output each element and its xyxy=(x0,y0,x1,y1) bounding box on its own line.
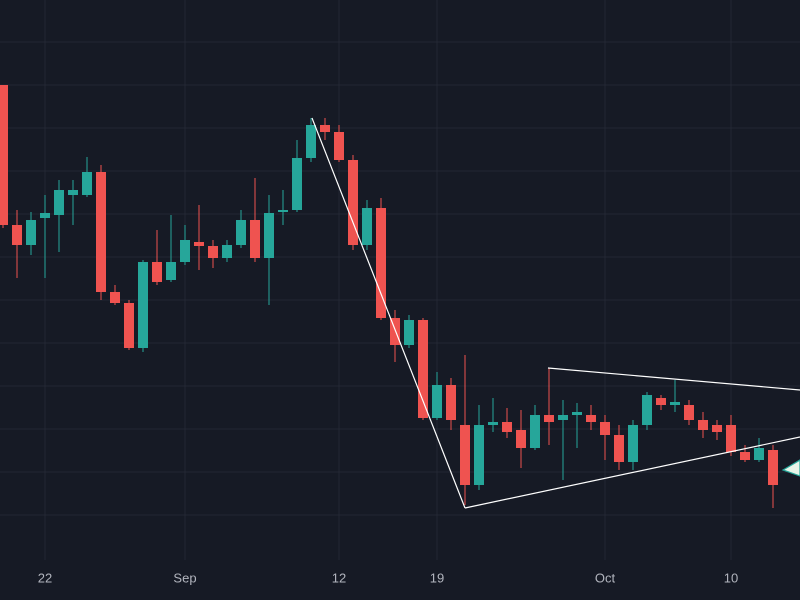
candle-body xyxy=(40,213,50,218)
candle-body xyxy=(68,190,78,195)
x-tick-label: Oct xyxy=(595,570,616,585)
trend-line[interactable] xyxy=(547,367,800,391)
candle-body xyxy=(208,246,218,258)
arrow-marker[interactable] xyxy=(781,459,800,477)
candles xyxy=(0,85,778,508)
candle-body xyxy=(446,385,456,420)
candle-body xyxy=(544,415,554,422)
candle-body xyxy=(670,402,680,405)
candle-body xyxy=(96,172,106,292)
candle-body xyxy=(432,385,442,418)
candle-body xyxy=(460,425,470,485)
candle-body xyxy=(488,422,498,425)
candle-body xyxy=(264,213,274,258)
candle-body xyxy=(194,242,204,246)
candle-body xyxy=(656,398,666,405)
x-tick-label: 19 xyxy=(430,570,444,585)
candle-body xyxy=(306,125,316,158)
candle-body xyxy=(124,303,134,348)
x-tick-label: 10 xyxy=(724,570,738,585)
x-tick-label: Sep xyxy=(173,570,196,585)
candle-body xyxy=(614,435,624,462)
candle-body xyxy=(698,420,708,430)
candle-body xyxy=(250,220,260,258)
candle-body xyxy=(516,430,526,448)
candle-body xyxy=(26,220,36,245)
candle-body xyxy=(222,245,232,258)
candle-body xyxy=(418,320,428,418)
trend-line[interactable] xyxy=(311,117,466,509)
candle-body xyxy=(628,425,638,462)
candle-body xyxy=(0,85,8,225)
candle-body xyxy=(348,160,358,245)
candle-body xyxy=(292,158,302,210)
candle-body xyxy=(740,452,750,460)
trend-line[interactable] xyxy=(464,436,800,509)
candle-body xyxy=(502,422,512,432)
candle-body xyxy=(334,132,344,160)
candle-body xyxy=(530,415,540,448)
candle-body xyxy=(572,412,582,415)
candle-body xyxy=(320,125,330,132)
candle-body xyxy=(474,425,484,485)
drawings xyxy=(311,117,800,509)
x-tick-label: 12 xyxy=(332,570,346,585)
candle-body xyxy=(54,190,64,215)
candle-body xyxy=(110,292,120,303)
candle-body xyxy=(684,405,694,420)
candle-body xyxy=(180,240,190,262)
x-axis: 22 Sep 12 19 Oct 10 xyxy=(38,570,738,585)
candle-body xyxy=(376,208,386,318)
candle-body xyxy=(586,415,596,422)
candle-body xyxy=(642,395,652,425)
candle-body xyxy=(404,320,414,345)
candle-body xyxy=(390,318,400,345)
candle-body xyxy=(754,448,764,460)
candle-body xyxy=(768,450,778,485)
candle-body xyxy=(278,210,288,212)
candle-body xyxy=(600,422,610,435)
candle-body xyxy=(362,208,372,245)
candle-body xyxy=(12,225,22,245)
candle-body xyxy=(82,172,92,195)
candle-body xyxy=(712,425,722,432)
candle-body xyxy=(236,220,246,245)
candle-body xyxy=(152,262,162,282)
candle-body xyxy=(166,262,176,280)
candle-body xyxy=(726,425,736,452)
candle-body xyxy=(138,262,148,348)
candle-body xyxy=(558,415,568,420)
x-tick-label: 22 xyxy=(38,570,52,585)
